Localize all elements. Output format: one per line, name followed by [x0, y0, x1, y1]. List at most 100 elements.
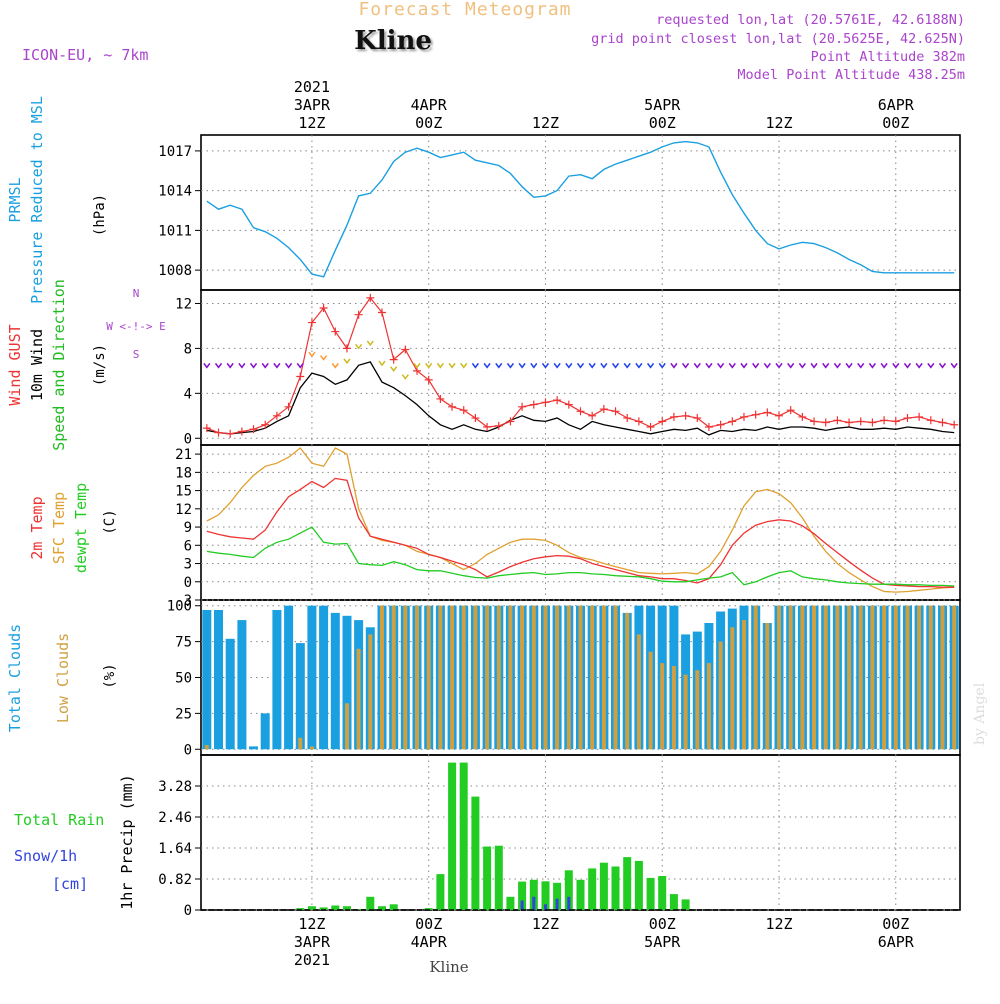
gust-marker [576, 407, 585, 416]
rain-bar [588, 868, 597, 910]
low-cloud-bar [438, 605, 443, 750]
gust-marker [728, 417, 737, 426]
low-cloud-bar [473, 605, 478, 750]
total-cloud-bar [284, 605, 294, 750]
low-cloud-bar [636, 634, 641, 750]
wind-direction-arrow [448, 362, 456, 369]
gust-marker [821, 418, 830, 427]
y-tick-label: -3 [175, 593, 192, 609]
panel-ylabel: dewpt Temp [72, 483, 90, 573]
wind-direction-arrow [880, 362, 888, 369]
low-cloud-bar [415, 605, 419, 750]
total-cloud-bar [237, 620, 247, 750]
rain-bar [553, 882, 562, 910]
low-cloud-bar [718, 641, 723, 750]
y-tick-label: 50 [175, 671, 192, 687]
gust-marker [681, 411, 690, 420]
bottom-time-label: 3APR [294, 933, 331, 951]
gust-marker [938, 418, 947, 427]
bottom-time-label: 12Z [532, 915, 559, 933]
wind-direction-arrow [366, 340, 374, 347]
wind-direction-arrow [611, 362, 620, 369]
gust-marker [541, 398, 550, 407]
top-time-label: 3APR [294, 96, 331, 114]
low-cloud-bar [555, 605, 560, 750]
gust-marker [366, 293, 375, 302]
top-time-label: 00Z [649, 114, 676, 132]
wind-direction-arrow [565, 362, 573, 369]
gust-marker [494, 421, 503, 430]
bottom-time-label: 12Z [765, 915, 792, 933]
y-tick-label: 8 [184, 341, 192, 357]
wind-direction-arrow [226, 362, 234, 369]
low-cloud-bar [298, 737, 303, 750]
rain-bar [564, 870, 573, 910]
wind-direction-arrow [530, 362, 538, 369]
total-cloud-bar [330, 612, 340, 750]
sfc-temp-line [206, 447, 955, 593]
rain-bar [389, 904, 398, 910]
gust-marker [751, 410, 760, 419]
low-cloud-bar [543, 605, 548, 750]
gust-marker [564, 400, 573, 409]
gust-marker [775, 411, 784, 420]
grid-lines [195, 135, 960, 911]
rain-bar [494, 845, 503, 910]
gust-marker [845, 418, 854, 427]
panel-frame-pressure [200, 134, 961, 291]
bottom-time-label: 12Z [298, 915, 325, 933]
y-tick-label: 1.64 [158, 841, 192, 857]
gust-marker [704, 423, 713, 432]
gust-marker [553, 396, 562, 405]
low-cloud-bar [485, 605, 490, 750]
model-point-altitude: Model Point Altitude 438.25m [737, 67, 965, 83]
wind-direction-arrow [390, 366, 398, 372]
top-time-label: 2021 [294, 78, 330, 96]
wind-direction-arrow [950, 362, 958, 369]
wind-direction-arrow [646, 362, 655, 369]
wind-direction-arrow [787, 362, 795, 369]
wind-direction-arrow [471, 362, 480, 369]
top-time-label: 4APR [411, 96, 448, 114]
gust-marker [331, 327, 340, 336]
gust-marker [798, 412, 807, 421]
gust-marker [903, 414, 912, 423]
panel-ylabel: (m/s) [92, 344, 108, 386]
low-cloud-bar [800, 605, 805, 750]
gust-marker [786, 406, 795, 415]
gust-marker [401, 345, 410, 354]
y-tick-label: 25 [175, 706, 192, 722]
footer-station: Kline [429, 958, 468, 976]
gust-marker [214, 428, 223, 437]
y-tick-label: 12 [175, 296, 192, 312]
gust-marker [284, 402, 293, 411]
low-cloud-bar [905, 605, 910, 750]
total-cloud-bar [342, 615, 352, 750]
low-cloud-bar [835, 605, 840, 750]
low-cloud-bar [742, 620, 746, 750]
rain-bar [307, 906, 316, 910]
wind-direction-arrow [681, 362, 690, 369]
gust-marker [319, 303, 328, 312]
y-tick-label: 100 [167, 599, 192, 615]
y-tick-label: 1008 [158, 263, 192, 279]
wind-direction-arrow [331, 362, 339, 369]
low-cloud-bar [882, 605, 887, 750]
gust-marker [459, 406, 468, 415]
gust-marker [506, 417, 515, 426]
temp-2m-line [206, 477, 955, 588]
low-cloud-bar [450, 605, 455, 750]
snow-bar [532, 896, 536, 910]
total-cloud-bar [202, 610, 212, 750]
low-cloud-bar [403, 605, 408, 750]
top-time-label: 00Z [882, 114, 909, 132]
panel-ylabel: SFC Temp [50, 492, 68, 564]
gust-marker [518, 402, 527, 411]
low-cloud-bar [496, 605, 501, 750]
low-cloud-bar [695, 670, 700, 750]
model-label: ICON-EU, ~ 7km [22, 46, 148, 64]
dewpt-temp-line [206, 526, 955, 587]
y-tick-label: 12 [175, 502, 192, 518]
low-cloud-bar [461, 605, 466, 750]
data-marks [201, 140, 960, 911]
